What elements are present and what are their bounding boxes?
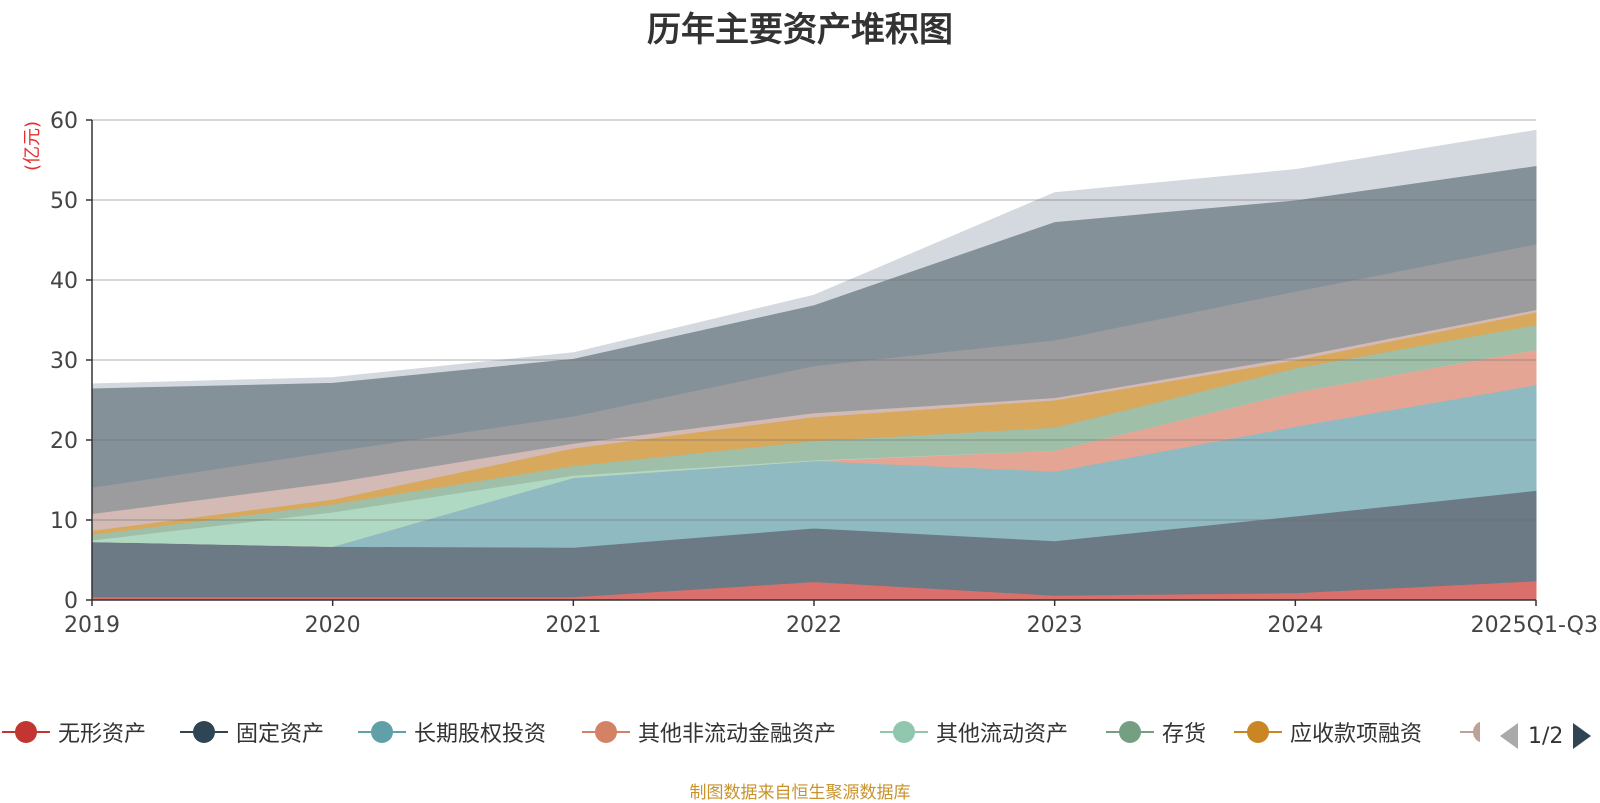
legend-marker-icon <box>180 721 228 743</box>
legend-marker-icon <box>880 721 928 743</box>
x-tick-label: 2022 <box>786 613 842 638</box>
x-tick-label: 2024 <box>1267 613 1323 638</box>
prev-page-icon[interactable] <box>1498 721 1520 751</box>
grid-layer <box>92 119 1536 521</box>
legend-item[interactable] <box>1458 712 1480 752</box>
legend-item[interactable]: 存货 <box>1104 712 1206 752</box>
legend-marker-icon <box>1460 721 1480 743</box>
areas-layer <box>91 129 1537 601</box>
legend-label: 长期股权投资 <box>414 722 547 747</box>
next-page-icon[interactable] <box>1571 721 1593 751</box>
x-tick-label: 2023 <box>1027 613 1083 638</box>
x-tick-label: 2021 <box>545 613 601 638</box>
chart-title: 历年主要资产堆积图 <box>647 10 953 50</box>
legend-item[interactable]: 其他非流动金融资产 <box>580 712 836 752</box>
x-tick-label: 2019 <box>64 613 120 638</box>
legend-marker-icon <box>2 721 50 743</box>
x-tick-label: 2020 <box>305 613 361 638</box>
legend-label: 无形资产 <box>58 722 147 747</box>
legend-item[interactable]: 长期股权投资 <box>356 712 546 752</box>
y-tick-label: 20 <box>50 429 78 454</box>
legend-label: 其他流动资产 <box>936 722 1069 747</box>
y-tick-label: 40 <box>50 269 78 294</box>
y-tick-label: 50 <box>50 189 78 214</box>
y-tick-label: 60 <box>50 109 78 134</box>
legend-label: 固定资产 <box>236 722 325 747</box>
y-axis-unit-label: (亿元) <box>22 121 43 171</box>
legend-marker-icon <box>1234 721 1282 743</box>
y-tick-label: 30 <box>50 349 78 374</box>
axis-layer: 0 10 20 30 40 50 60 2019 2020 2021 2022 2023 2024 202… <box>22 109 1598 638</box>
legend-item[interactable]: 其他流动资产 <box>878 712 1068 752</box>
area-series-10 <box>91 129 1537 389</box>
legend-item[interactable]: 固定资产 <box>178 712 324 752</box>
legend-label: 存货 <box>1162 722 1207 747</box>
legend-pager: 1/2 <box>1498 718 1593 754</box>
legend-item[interactable]: 应收款项融资 <box>1232 712 1422 752</box>
legend-marker-icon <box>582 721 630 743</box>
legend-marker-icon <box>358 721 406 743</box>
x-tick-label: 2025Q1-Q3 <box>1471 613 1598 638</box>
legend-marker-icon <box>1106 721 1154 743</box>
legend-label: 应收款项融资 <box>1290 722 1423 747</box>
y-tick-label: 0 <box>64 589 78 614</box>
y-tick-label: 10 <box>50 509 78 534</box>
source-note: 制图数据来自恒生聚源数据库 <box>689 783 911 803</box>
legend: 无形资产 固定资产 长期股权投资 其他非流动金融资产 其他流动资产 存货 应收款项融资 <box>0 712 1600 752</box>
legend-item[interactable]: 无形资产 <box>0 712 146 752</box>
legend-label: 其他非流动金融资产 <box>638 722 837 747</box>
legend-page-indicator: 1/2 <box>1528 723 1564 749</box>
